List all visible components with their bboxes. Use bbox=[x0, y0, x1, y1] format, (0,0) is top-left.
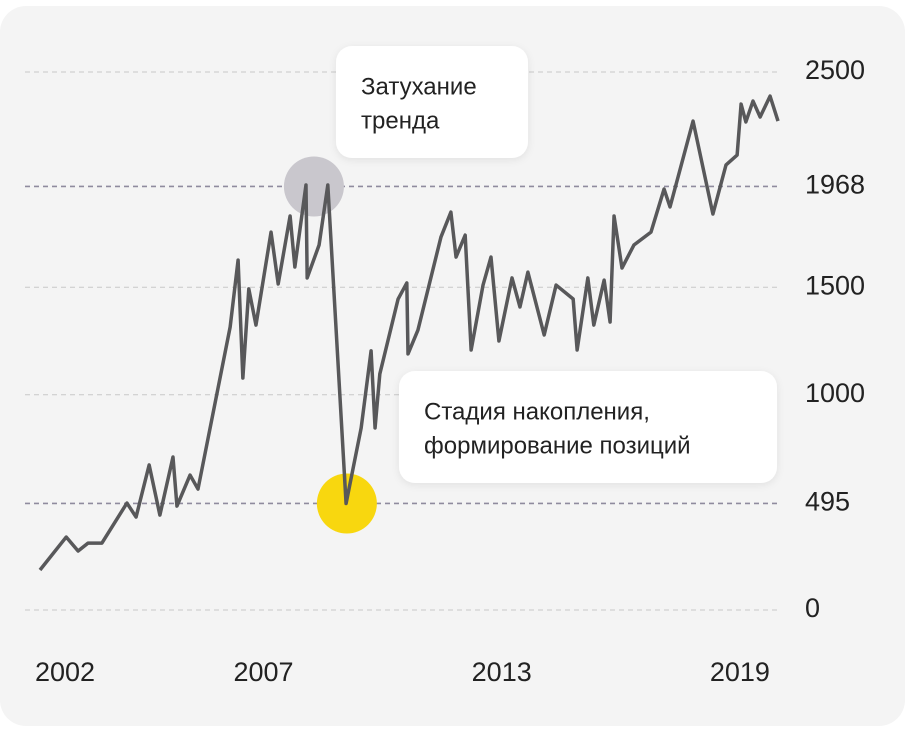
callout-text: тренда bbox=[361, 107, 440, 134]
y-tick-label: 1968 bbox=[805, 170, 865, 200]
callout-text: формирование позиций bbox=[424, 432, 691, 459]
x-tick-label: 2002 bbox=[35, 657, 95, 687]
x-tick-label: 2013 bbox=[472, 657, 532, 687]
callout-box bbox=[336, 46, 528, 158]
x-tick-label: 2019 bbox=[710, 657, 770, 687]
y-tick-label: 1500 bbox=[805, 270, 865, 300]
x-tick-label: 2007 bbox=[233, 657, 293, 687]
callout-text: Стадия накопления, bbox=[424, 398, 650, 425]
y-tick-label: 1000 bbox=[805, 378, 865, 408]
callout-text: Затухание bbox=[361, 73, 477, 100]
y-tick-label: 2500 bbox=[805, 55, 865, 85]
y-tick-label: 495 bbox=[805, 487, 850, 517]
line bbox=[38, 94, 780, 572]
y-tick-label: 0 bbox=[805, 593, 820, 623]
callout-box bbox=[399, 371, 777, 483]
annotation-marker bbox=[283, 156, 344, 217]
